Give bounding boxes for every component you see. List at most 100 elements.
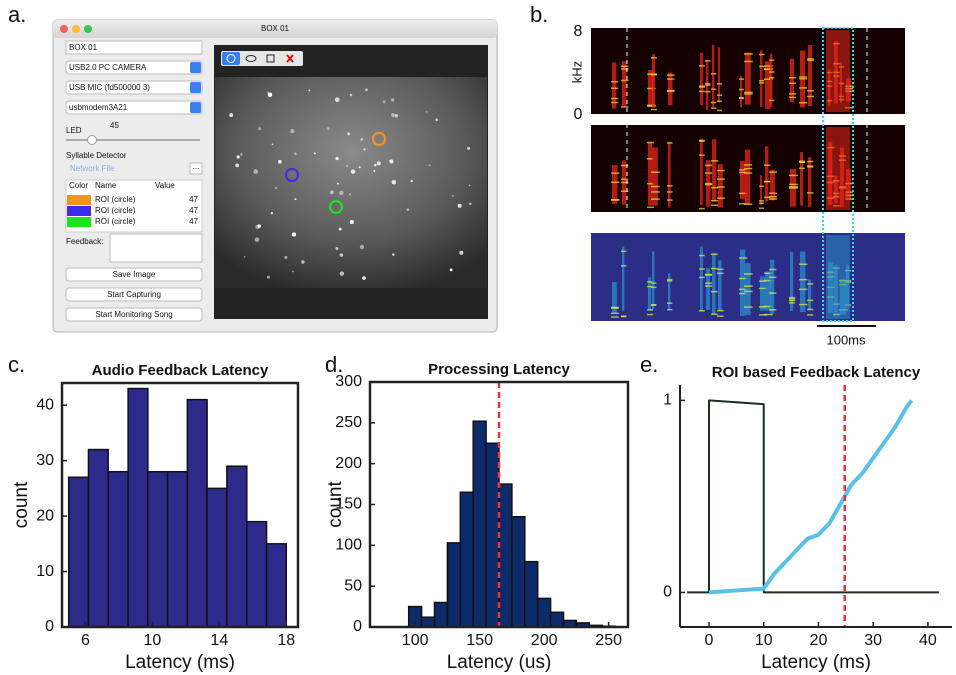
cell-dot: [335, 246, 339, 251]
panel-label: b.: [530, 2, 548, 27]
spec-harmonic: [769, 59, 775, 61]
cell-dot: [459, 250, 464, 255]
histogram-bar: [147, 470, 169, 628]
spec-streak: [770, 169, 776, 201]
roi-circle[interactable]: [329, 200, 343, 214]
spec-harmonic: [807, 192, 814, 194]
browse-button[interactable]: [189, 162, 203, 175]
cell-dot: [243, 255, 246, 258]
detection-window: [822, 27, 854, 322]
button[interactable]: [65, 267, 203, 282]
spec-harmonic: [807, 59, 814, 62]
histogram-bar: [498, 483, 513, 628]
spec-harmonic: [611, 101, 619, 104]
spec-harmonic: [621, 178, 629, 181]
popup[interactable]: [65, 100, 203, 115]
spec-harmonic: [764, 78, 773, 80]
y-axis-label: count: [325, 481, 346, 528]
popup[interactable]: [65, 80, 203, 95]
spec-harmonic: [739, 288, 748, 291]
feedback-box[interactable]: [109, 233, 203, 263]
x-tick-label: 20: [810, 632, 828, 649]
cell-dot: [284, 255, 288, 259]
spec-harmonic: [705, 172, 713, 174]
popup[interactable]: [65, 60, 203, 75]
toolbar: [221, 51, 303, 66]
spec-harmonic: [789, 96, 797, 99]
cell-dot: [267, 91, 269, 94]
cell-dot: [274, 186, 278, 190]
spec-harmonic: [651, 191, 660, 193]
spec-streak: [770, 53, 773, 107]
tool-ellipse[interactable]: [245, 55, 257, 62]
spec-streak: [765, 146, 769, 202]
cell-dot: [236, 155, 240, 159]
tool-circle[interactable]: [222, 52, 240, 65]
cell-dot: [254, 237, 260, 242]
roi-swatch: [67, 195, 91, 205]
spec-harmonic: [807, 299, 814, 302]
spec-streak: [760, 276, 766, 311]
spec-harmonic: [705, 183, 713, 186]
x-tick-label: 10: [755, 632, 773, 649]
slider-knob[interactable]: [87, 135, 97, 145]
cell-dot: [410, 179, 413, 183]
spec-harmonic: [807, 308, 814, 311]
spec-harmonic: [621, 265, 627, 267]
histogram-bar: [472, 420, 487, 628]
spec-streak: [612, 62, 617, 109]
cell-dot: [349, 93, 353, 97]
roi-value: 47: [189, 206, 198, 215]
roi-circle[interactable]: [372, 132, 386, 146]
spec-harmonic: [769, 76, 775, 79]
spec-harmonic: [759, 207, 765, 209]
histogram-bar: [107, 470, 129, 628]
spec-streak: [765, 271, 771, 311]
tool-rect[interactable]: [266, 54, 275, 63]
zoom-button[interactable]: [84, 25, 92, 33]
spec-harmonic: [789, 186, 798, 188]
minimize-button[interactable]: [72, 25, 80, 33]
spec-harmonic: [799, 160, 806, 162]
button[interactable]: [65, 287, 203, 302]
cell-dot: [294, 152, 297, 156]
spec-harmonic: [699, 154, 705, 156]
button[interactable]: [65, 307, 203, 322]
roi-circle[interactable]: [285, 168, 299, 182]
spec-streak: [808, 279, 812, 311]
cell-dot: [339, 271, 345, 276]
cell-dot: [334, 97, 340, 103]
spec-harmonic: [717, 109, 723, 112]
spec-harmonic: [717, 186, 725, 188]
y-tick-label: 0: [663, 584, 672, 601]
close-button[interactable]: [60, 25, 68, 33]
text-field[interactable]: [65, 40, 203, 55]
spec-harmonic: [717, 315, 724, 317]
spec-harmonic: [651, 57, 657, 59]
y-tick-label: 0: [353, 618, 362, 635]
spec-harmonic: [764, 68, 773, 70]
histogram-bar: [459, 491, 474, 628]
spec-harmonic: [769, 99, 775, 102]
tool-delete[interactable]: [286, 54, 294, 63]
spec-harmonic: [611, 199, 620, 201]
spec-harmonic: [711, 160, 719, 162]
cell-dot: [292, 270, 294, 273]
spec-harmonic: [744, 93, 753, 95]
spec-harmonic: [699, 310, 705, 312]
cell-dot: [313, 152, 316, 155]
spec-streak: [790, 58, 795, 103]
y-tick-label: 250: [335, 414, 362, 431]
spec-harmonic: [759, 79, 765, 82]
spec-burst: [826, 127, 850, 210]
spec-harmonic: [744, 290, 753, 293]
spec-harmonic: [769, 268, 777, 271]
cell-dot: [391, 180, 397, 185]
panel-label: d.: [325, 352, 343, 377]
x-axis-label: Latency (us): [447, 652, 552, 673]
y-tick-label: 50: [344, 577, 362, 594]
cell-dot: [308, 89, 311, 92]
spec-harmonic: [699, 140, 705, 142]
spec-harmonic: [764, 313, 773, 316]
cell-dot: [291, 232, 297, 237]
